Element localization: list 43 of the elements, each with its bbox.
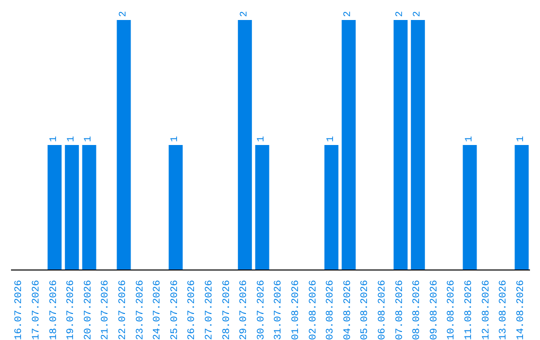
x-tick-label: 04.08.2026 xyxy=(342,280,354,340)
x-tick-label: 10.08.2026 xyxy=(446,280,458,340)
x-tick-label: 09.08.2026 xyxy=(429,280,440,340)
x-tick-label: 03.08.2026 xyxy=(326,280,337,340)
x-tick-label: 30.07.2026 xyxy=(256,280,268,340)
x-tick-label: 19.07.2026 xyxy=(66,280,78,340)
x-tick-label: 07.08.2026 xyxy=(394,280,406,340)
data-label: 2 xyxy=(118,10,130,17)
x-tick-label: 18.07.2026 xyxy=(48,280,60,340)
x-tick-label: 21.07.2026 xyxy=(100,280,112,340)
data-label: 1 xyxy=(516,136,528,142)
x-tick-label: 26.07.2026 xyxy=(187,280,198,340)
data-label: 1 xyxy=(170,136,182,142)
data-label: 1 xyxy=(256,136,268,142)
x-tick-label: 28.07.2026 xyxy=(222,280,233,340)
x-tick-label: 17.07.2026 xyxy=(31,280,42,340)
data-label: 2 xyxy=(239,10,250,17)
data-label: 2 xyxy=(343,10,354,17)
data-label: 1 xyxy=(326,136,337,142)
x-tick-label: 25.07.2026 xyxy=(170,280,181,340)
x-tick-label: 11.08.2026 xyxy=(464,280,475,340)
x-tick-label: 01.08.2026 xyxy=(290,280,302,340)
x-tick-label: 31.07.2026 xyxy=(274,280,285,340)
x-tick-label: 29.07.2026 xyxy=(239,280,250,340)
data-label: 1 xyxy=(464,136,476,142)
x-tick-label: 16.07.2026 xyxy=(14,280,26,340)
x-tick-label: 13.08.2026 xyxy=(498,280,510,340)
x-tick-label: 06.08.2026 xyxy=(377,280,388,340)
x-tick-label: 22.07.2026 xyxy=(118,280,129,340)
x-tick-label: 23.07.2026 xyxy=(135,280,146,340)
data-label: 2 xyxy=(412,10,424,17)
data-label: 1 xyxy=(49,136,60,142)
x-tick-label: 05.08.2026 xyxy=(360,280,372,340)
x-tick-label: 02.08.2026 xyxy=(308,280,320,340)
x-tick-label: 08.08.2026 xyxy=(412,280,424,340)
x-tick-label: 14.08.2026 xyxy=(516,280,527,340)
data-label: 1 xyxy=(66,136,78,142)
data-label: 1 xyxy=(84,136,95,142)
x-tick-label: 24.07.2026 xyxy=(152,280,164,340)
data-label: 2 xyxy=(395,10,406,17)
x-tick-label: 12.08.2026 xyxy=(481,280,492,340)
x-tick-label: 27.07.2026 xyxy=(204,280,216,340)
x-tick-label: 20.07.2026 xyxy=(83,280,94,340)
